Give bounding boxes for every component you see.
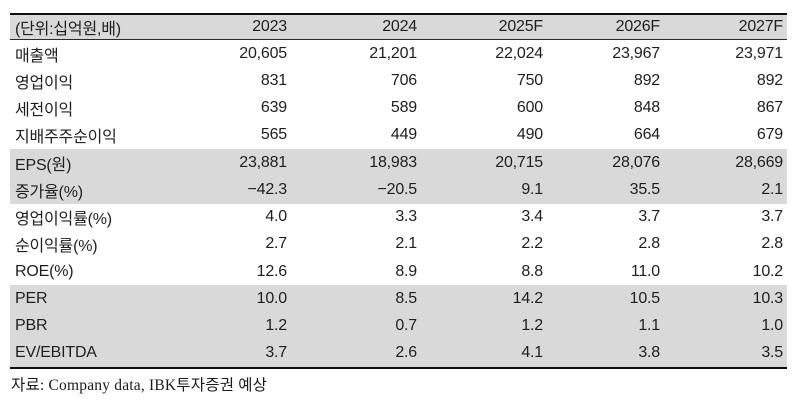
cell-value: 831 <box>260 71 287 89</box>
cell-value: 3.3 <box>395 208 417 226</box>
cell-value: 8.8 <box>521 262 543 280</box>
column-header-2026f: 2026F <box>615 18 661 35</box>
cell-value: 10.5 <box>629 289 661 307</box>
table-body: 매출액 20,605 21,201 22,024 23,967 23,971 영… <box>10 40 787 367</box>
table-row: EV/EBITDA 3.7 2.6 4.1 3.8 3.5 <box>10 339 787 367</box>
table-row: PBR 1.2 0.7 1.2 1.1 1.0 <box>10 312 787 340</box>
cell-value: 23,967 <box>612 44 660 62</box>
row-label: 순이익률(%) <box>15 238 98 256</box>
cell-value: 1.2 <box>265 317 287 335</box>
cell-value: 8.9 <box>395 262 417 280</box>
cell-value: 679 <box>756 126 783 144</box>
cell-value: −20.5 <box>377 180 418 198</box>
cell-value: 867 <box>756 99 783 117</box>
cell-value: 9.1 <box>521 180 543 198</box>
row-label: PER <box>15 289 48 307</box>
column-header-2024: 2024 <box>382 18 417 35</box>
cell-value: 2.2 <box>521 235 543 253</box>
cell-value: 10.2 <box>752 262 784 280</box>
cell-value: 8.5 <box>395 289 417 307</box>
row-label: 세전이익 <box>15 102 74 120</box>
table-header-row: (단위:십억원,배) 2023 2024 2025F 2026F 2027F <box>10 15 787 40</box>
cell-value: 639 <box>260 99 287 117</box>
cell-value: 20,605 <box>239 44 287 62</box>
cell-value: 28,669 <box>735 153 783 171</box>
cell-value: 35.5 <box>629 180 661 198</box>
cell-value: 2.8 <box>638 235 660 253</box>
cell-value: 706 <box>390 71 417 89</box>
cell-value: 892 <box>756 71 783 89</box>
financial-summary-table: (단위:십억원,배) 2023 2024 2025F 2026F 2027F 매… <box>10 13 787 369</box>
table-row: EPS(원) 23,881 18,983 20,715 28,076 28,66… <box>10 149 787 177</box>
row-label: EV/EBITDA <box>15 344 97 362</box>
table-row: 영업이익 831 706 750 892 892 <box>10 67 787 95</box>
cell-value: 11.0 <box>630 262 660 280</box>
cell-value: 449 <box>390 126 417 144</box>
cell-value: 1.0 <box>761 317 783 335</box>
cell-value: 20,715 <box>495 153 543 171</box>
cell-value: 664 <box>633 126 660 144</box>
cell-value: 1.2 <box>521 317 543 335</box>
cell-value: 4.0 <box>265 208 287 226</box>
cell-value: 3.4 <box>521 208 543 226</box>
row-label: EPS(원) <box>15 156 72 174</box>
cell-value: 22,024 <box>495 44 543 62</box>
column-header-2027f: 2027F <box>738 18 784 35</box>
cell-value: 589 <box>390 99 417 117</box>
cell-value: 23,971 <box>735 44 783 62</box>
cell-value: −42.3 <box>247 180 288 198</box>
cell-value: 4.1 <box>521 344 543 362</box>
cell-value: 2.6 <box>395 344 417 362</box>
cell-value: 848 <box>633 99 660 117</box>
cell-value: 2.1 <box>395 235 417 253</box>
table-row: ROE(%) 12.6 8.9 8.8 11.0 10.2 <box>10 258 787 286</box>
cell-value: 21,201 <box>369 44 417 62</box>
row-label: PBR <box>15 317 48 335</box>
cell-value: 14.2 <box>512 289 544 307</box>
cell-value: 12.6 <box>256 262 288 280</box>
cell-value: 2.7 <box>265 235 287 253</box>
cell-value: 892 <box>633 71 660 89</box>
table-row: 증가율(%) −42.3 −20.5 9.1 35.5 2.1 <box>10 176 787 204</box>
row-label: 매출액 <box>15 47 59 65</box>
table-row: 순이익률(%) 2.7 2.1 2.2 2.8 2.8 <box>10 230 787 258</box>
cell-value: 2.8 <box>761 235 783 253</box>
row-label: 증가율(%) <box>15 183 83 201</box>
cell-value: 3.5 <box>761 344 783 362</box>
cell-value: 23,881 <box>239 153 287 171</box>
cell-value: 3.7 <box>761 208 783 226</box>
table-row: 지배주주순이익 565 449 490 664 679 <box>10 121 787 149</box>
cell-value: 3.7 <box>638 208 660 226</box>
cell-value: 18,983 <box>369 153 417 171</box>
cell-value: 0.7 <box>395 317 417 335</box>
table-row: 영업이익률(%) 4.0 3.3 3.4 3.7 3.7 <box>10 203 787 231</box>
cell-value: 490 <box>516 126 543 144</box>
cell-value: 565 <box>260 126 287 144</box>
cell-value: 600 <box>516 99 543 117</box>
row-label: ROE(%) <box>15 262 74 280</box>
source-note: 자료: Company data, IBK투자증권 예상 <box>11 377 268 394</box>
row-label: 지배주주순이익 <box>15 129 117 147</box>
column-header-2025f: 2025F <box>498 18 544 35</box>
cell-value: 28,076 <box>612 153 660 171</box>
cell-value: 3.8 <box>638 344 660 362</box>
table-row: PER 10.0 8.5 14.2 10.5 10.3 <box>10 285 787 313</box>
row-label: 영업이익 <box>15 74 74 92</box>
cell-value: 1.1 <box>638 317 660 335</box>
cell-value: 750 <box>516 71 543 89</box>
cell-value: 2.1 <box>761 180 783 198</box>
unit-label: (단위:십억원,배) <box>15 21 121 38</box>
column-header-2023: 2023 <box>252 18 287 35</box>
cell-value: 10.3 <box>752 289 784 307</box>
cell-value: 3.7 <box>265 344 287 362</box>
table-row: 매출액 20,605 21,201 22,024 23,967 23,971 <box>10 40 787 68</box>
cell-value: 10.0 <box>256 289 288 307</box>
table-row: 세전이익 639 589 600 848 867 <box>10 94 787 122</box>
row-label: 영업이익률(%) <box>15 211 112 229</box>
